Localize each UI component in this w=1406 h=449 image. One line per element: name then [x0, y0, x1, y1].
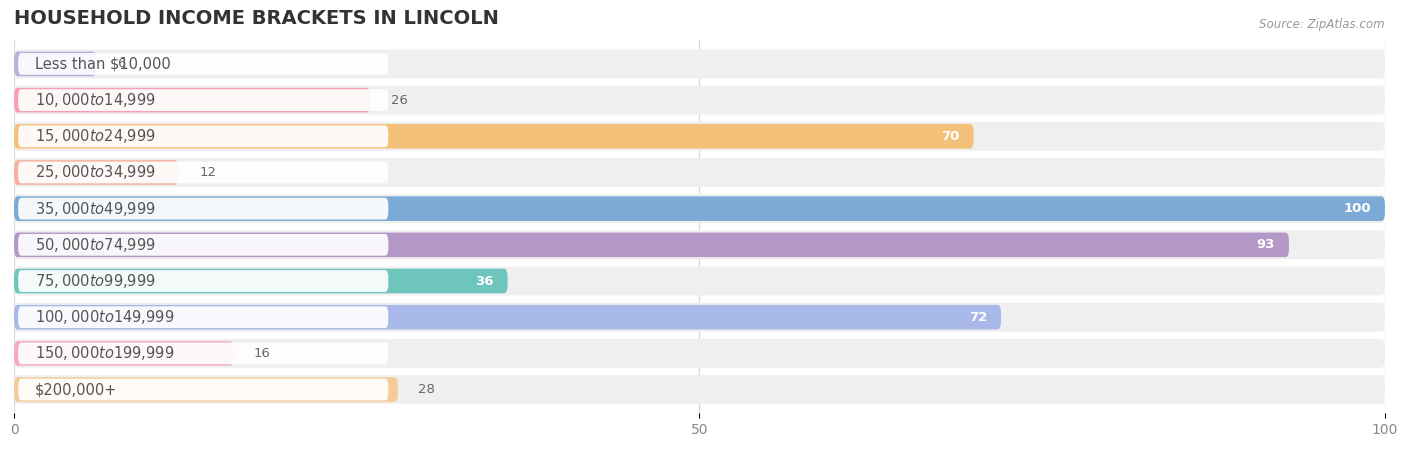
Text: $200,000+: $200,000+	[35, 382, 117, 397]
FancyBboxPatch shape	[14, 269, 508, 293]
FancyBboxPatch shape	[14, 122, 1385, 151]
Text: 36: 36	[475, 274, 494, 287]
Text: 100: 100	[1344, 202, 1371, 215]
FancyBboxPatch shape	[14, 230, 1385, 260]
Text: $75,000 to $99,999: $75,000 to $99,999	[35, 272, 156, 290]
FancyBboxPatch shape	[18, 89, 388, 111]
Text: $25,000 to $34,999: $25,000 to $34,999	[35, 163, 156, 181]
FancyBboxPatch shape	[14, 377, 398, 402]
FancyBboxPatch shape	[18, 162, 388, 183]
Text: $10,000 to $14,999: $10,000 to $14,999	[35, 91, 156, 109]
Text: $50,000 to $74,999: $50,000 to $74,999	[35, 236, 156, 254]
Text: Source: ZipAtlas.com: Source: ZipAtlas.com	[1260, 18, 1385, 31]
FancyBboxPatch shape	[18, 53, 388, 75]
Text: Less than $10,000: Less than $10,000	[35, 57, 170, 71]
Text: HOUSEHOLD INCOME BRACKETS IN LINCOLN: HOUSEHOLD INCOME BRACKETS IN LINCOLN	[14, 9, 499, 28]
FancyBboxPatch shape	[14, 158, 1385, 187]
FancyBboxPatch shape	[14, 339, 1385, 368]
FancyBboxPatch shape	[14, 303, 1385, 332]
FancyBboxPatch shape	[14, 194, 1385, 223]
FancyBboxPatch shape	[14, 52, 96, 76]
Text: 70: 70	[942, 130, 960, 143]
FancyBboxPatch shape	[14, 305, 1001, 330]
FancyBboxPatch shape	[14, 375, 1385, 404]
FancyBboxPatch shape	[18, 234, 388, 255]
Text: 26: 26	[391, 93, 408, 106]
FancyBboxPatch shape	[18, 125, 388, 147]
FancyBboxPatch shape	[14, 267, 1385, 295]
FancyBboxPatch shape	[14, 124, 973, 149]
FancyBboxPatch shape	[18, 270, 388, 292]
Text: $150,000 to $199,999: $150,000 to $199,999	[35, 344, 174, 362]
Text: 16: 16	[254, 347, 271, 360]
Text: 6: 6	[117, 57, 125, 70]
FancyBboxPatch shape	[14, 233, 1289, 257]
Text: 72: 72	[969, 311, 987, 324]
FancyBboxPatch shape	[18, 198, 388, 220]
FancyBboxPatch shape	[14, 88, 371, 112]
FancyBboxPatch shape	[18, 306, 388, 328]
Text: 93: 93	[1257, 238, 1275, 251]
Text: 28: 28	[419, 383, 436, 396]
Text: $35,000 to $49,999: $35,000 to $49,999	[35, 200, 156, 218]
Text: $15,000 to $24,999: $15,000 to $24,999	[35, 127, 156, 145]
FancyBboxPatch shape	[18, 379, 388, 401]
FancyBboxPatch shape	[14, 49, 1385, 79]
Text: 12: 12	[200, 166, 217, 179]
FancyBboxPatch shape	[14, 341, 233, 365]
Text: $100,000 to $149,999: $100,000 to $149,999	[35, 308, 174, 326]
FancyBboxPatch shape	[14, 86, 1385, 114]
FancyBboxPatch shape	[14, 160, 179, 185]
FancyBboxPatch shape	[18, 343, 388, 364]
FancyBboxPatch shape	[14, 196, 1385, 221]
